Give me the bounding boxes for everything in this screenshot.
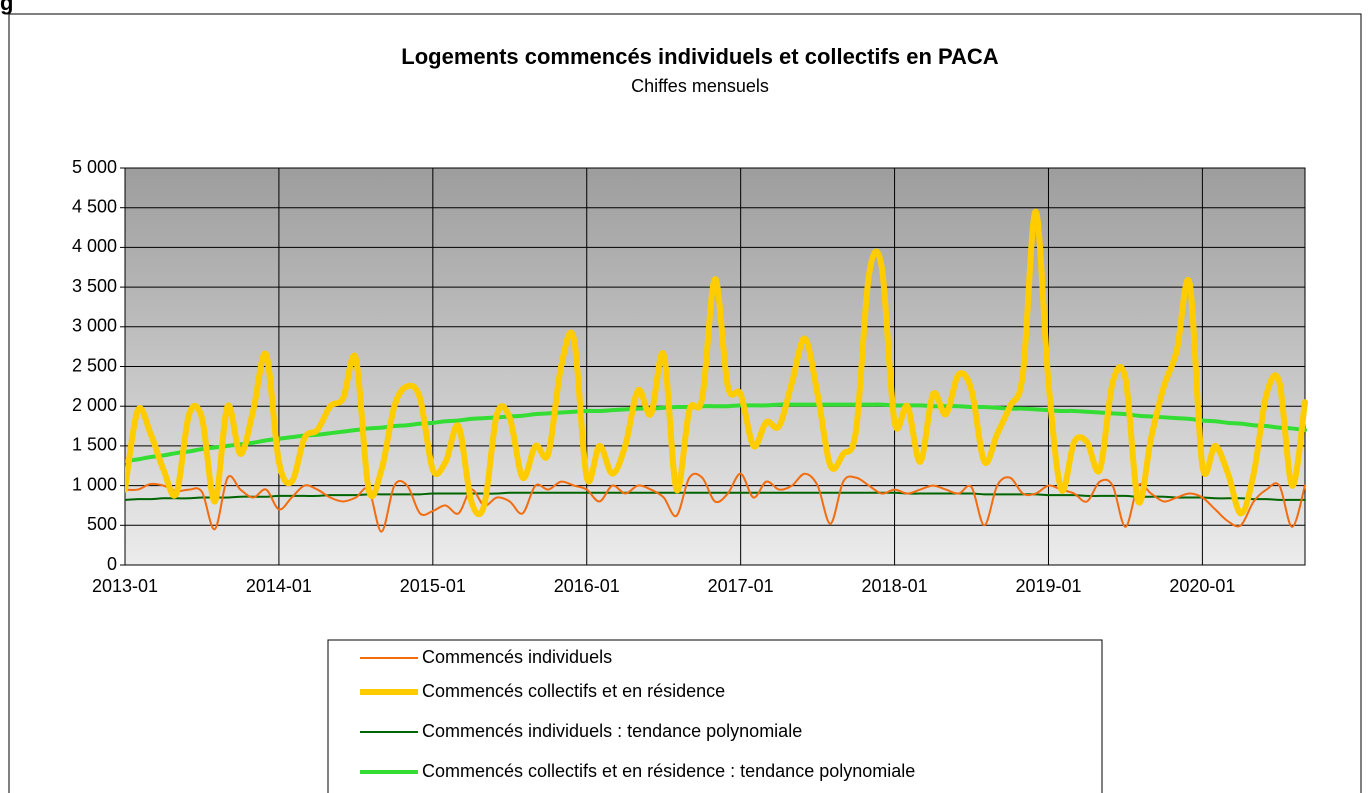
- series-line: [125, 491, 1306, 501]
- y-tick-label: 3 000: [72, 316, 117, 336]
- y-tick-label: 0: [107, 554, 117, 574]
- x-tick-label: 2015-01: [400, 576, 466, 596]
- legend-label: Commencés collectifs et en résidence : t…: [422, 761, 915, 781]
- legend-box: [327, 639, 1103, 793]
- chart-subtitle: Chiffes mensuels: [631, 76, 769, 96]
- series-line: [125, 208, 1308, 518]
- x-tick-label: 2019-01: [1015, 576, 1081, 596]
- x-tick-label: 2017-01: [708, 576, 774, 596]
- x-tick-label: 2016-01: [554, 576, 620, 596]
- y-tick-label: 1 000: [72, 474, 117, 494]
- legend-label: Commencés collectifs et en résidence: [422, 681, 725, 701]
- y-tick-label: 500: [87, 514, 117, 534]
- x-tick-label: 2014-01: [246, 576, 312, 596]
- x-tick-label: 2018-01: [862, 576, 928, 596]
- chart-title: Logements commencés individuels et colle…: [401, 44, 999, 69]
- y-tick-label: 5 000: [72, 157, 117, 177]
- y-tick-label: 2 500: [72, 355, 117, 375]
- y-tick-label: 2 000: [72, 395, 117, 415]
- series-lines: [125, 208, 1308, 533]
- legend: Commencés individuels Commencés collectif…: [360, 647, 915, 781]
- y-tick-label: 4 000: [72, 236, 117, 256]
- series-line: [125, 472, 1306, 533]
- legend-label: Commencés individuels : tendance polynom…: [422, 721, 802, 741]
- y-tick-label: 4 500: [72, 196, 117, 216]
- x-tick-label: 2013-01: [92, 576, 158, 596]
- legend-label: Commencés individuels: [422, 647, 612, 667]
- header-fragment: g: [0, 0, 13, 15]
- y-tick-label: 3 500: [72, 276, 117, 296]
- x-tick-label: 2020-01: [1169, 576, 1235, 596]
- tick-labels: 0 500 1 000 1 500 2 000 2 500 3 000 3 500 4 000 4…: [72, 157, 1235, 596]
- y-tick-label: 1 500: [72, 435, 117, 455]
